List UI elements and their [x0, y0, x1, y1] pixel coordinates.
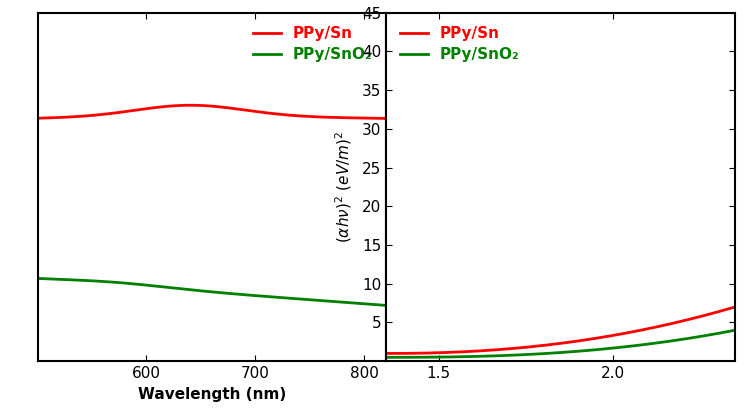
Legend: PPy/Sn, PPy/SnO₂: PPy/Sn, PPy/SnO₂ — [394, 20, 526, 68]
X-axis label: Wavelength (nm): Wavelength (nm) — [138, 387, 286, 402]
Legend: PPy/Sn, PPy/SnO₂: PPy/Sn, PPy/SnO₂ — [247, 20, 379, 68]
Y-axis label: $(\alpha h\nu)^2$ $(eV/m)^2$: $(\alpha h\nu)^2$ $(eV/m)^2$ — [333, 131, 354, 243]
